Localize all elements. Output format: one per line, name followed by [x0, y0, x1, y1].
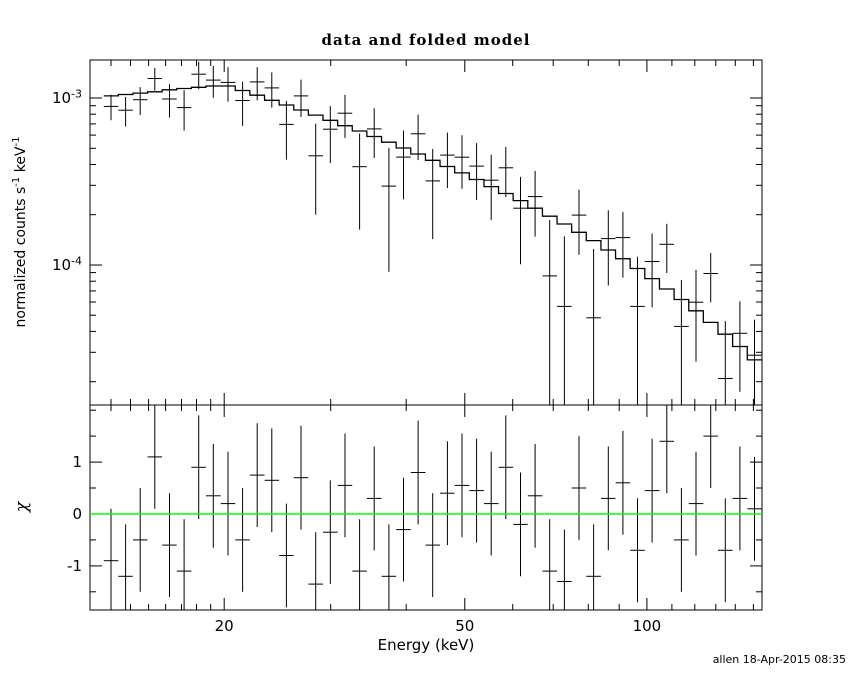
- residual-panel: [90, 405, 762, 610]
- x-tick-label: 50: [455, 617, 474, 635]
- y-tick-label: 10-3: [52, 87, 82, 107]
- y-axis-label-counts: normalized counts s-1 keV-1: [11, 136, 29, 328]
- chi-tick-label: -1: [67, 557, 82, 575]
- spectrum-panel: [103, 61, 762, 405]
- footer-credit: allen 18-Apr-2015 08:35: [712, 653, 846, 666]
- axes: [89, 59, 763, 611]
- x-tick-label: 20: [215, 617, 234, 635]
- tick-labels: 20 50 100 10-3 10-4 1 0 -1: [52, 87, 661, 635]
- y-tick-label: 10-4: [52, 254, 82, 274]
- x-axis-label-energy: Energy (keV): [377, 636, 475, 654]
- y-axis-label-chi: χ: [12, 501, 32, 513]
- x-tick-label: 100: [633, 617, 662, 635]
- plot-title: data and folded model: [321, 31, 531, 49]
- chi-tick-label: 0: [72, 505, 82, 523]
- chi-tick-label: 1: [72, 453, 82, 471]
